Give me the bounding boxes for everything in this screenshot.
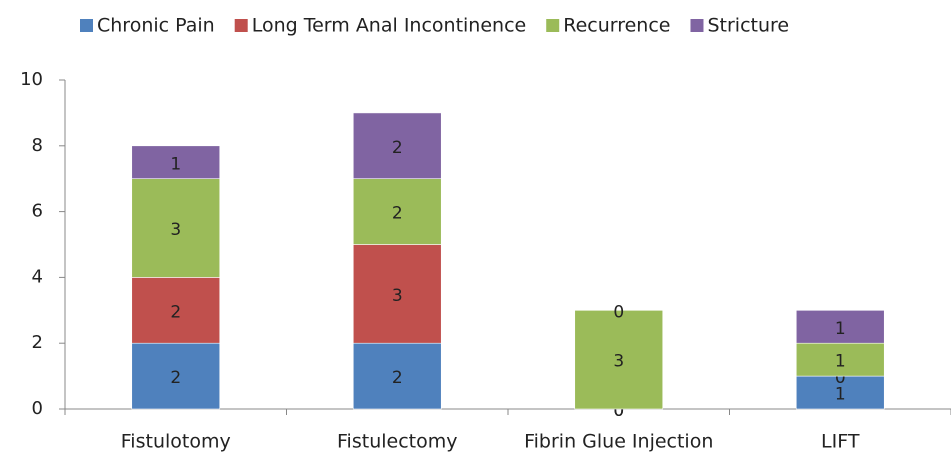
bar-segment [352, 112, 442, 180]
y-tick-label: 6 [32, 201, 43, 222]
bar-segment [795, 375, 885, 410]
value-label: 0 [613, 401, 624, 421]
legend-label: Recurrence [563, 15, 670, 37]
value-label: 2 [392, 204, 403, 224]
value-label: 1 [835, 385, 846, 405]
y-tick-label: 8 [32, 135, 43, 156]
value-label: 1 [835, 319, 846, 339]
bar-segment [131, 145, 221, 180]
y-tick-label: 10 [20, 69, 43, 90]
y-tick-label: 2 [32, 332, 43, 353]
value-label: 2 [170, 302, 181, 322]
bar-segment [352, 342, 442, 410]
legend-swatch [80, 19, 93, 32]
bar-segment [131, 342, 221, 410]
bar-segment [574, 309, 664, 410]
value-label: 2 [170, 368, 181, 388]
value-label: 3 [392, 286, 403, 306]
legend-swatch [690, 19, 704, 32]
y-tick-label: 0 [32, 398, 43, 419]
value-label: 3 [170, 220, 181, 240]
y-tick-label: 4 [32, 266, 43, 287]
bar-segment [352, 244, 442, 344]
value-label: 1 [170, 154, 181, 174]
value-label: 2 [392, 138, 403, 158]
bar-segment [795, 342, 885, 377]
bar-segment [795, 309, 885, 344]
bar-segment [131, 277, 221, 344]
x-tick-label: Fibrin Glue Injection [524, 431, 713, 453]
value-label: 2 [392, 368, 403, 388]
legend-swatch [234, 19, 248, 32]
x-tick-label: Fistulotomy [121, 431, 231, 453]
legend-label: Stricture [707, 15, 789, 37]
value-label: 0 [835, 368, 846, 388]
x-tick-label: LIFT [821, 431, 860, 453]
x-tick-label: Fistulectomy [337, 431, 457, 453]
legend-label: Chronic Pain [97, 15, 215, 37]
bar-segment [352, 178, 442, 245]
value-label: 0 [613, 302, 624, 322]
legend-swatch [546, 19, 560, 32]
value-label: 1 [835, 352, 846, 372]
legend-label: Long Term Anal Incontinence [252, 15, 527, 37]
value-label: 3 [613, 352, 624, 372]
value-label: 0 [613, 401, 624, 421]
